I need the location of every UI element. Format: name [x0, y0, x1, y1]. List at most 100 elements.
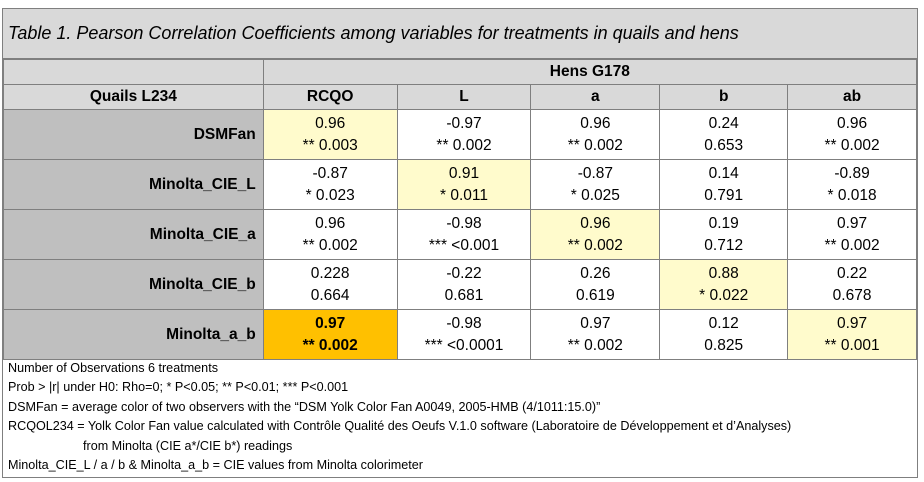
row-header: Quails L234	[3, 84, 264, 110]
coef-value: -0.87	[577, 164, 614, 182]
p-value: ** 0.002	[824, 136, 880, 154]
p-value: 0.825	[704, 336, 744, 354]
coef-value: 0.228	[310, 264, 350, 282]
table-cell: -0.87 * 0.023	[262, 159, 398, 210]
note-rcqo: RCQOL234 = Yolk Color Fan value calculat…	[8, 419, 792, 434]
table-cell: 0.97 ** 0.002	[262, 309, 398, 360]
table-cell: -0.98 *** <0.001	[396, 209, 532, 260]
col-header-ab: ab	[787, 84, 917, 110]
col-header-b: b	[659, 84, 789, 110]
coef-value: 0.96	[580, 214, 611, 232]
p-value: ** 0.002	[302, 336, 358, 354]
p-value: *** <0.0001	[424, 336, 504, 354]
coef-value: 0.96	[315, 114, 346, 132]
coef-value: -0.22	[446, 264, 482, 282]
table-cell: 0.96 ** 0.002	[530, 109, 661, 160]
table-cell: -0.98 *** <0.0001	[396, 309, 532, 360]
table-cell: 0.91 * 0.011	[396, 159, 532, 210]
p-value: 0.653	[704, 136, 744, 154]
row-label: DSMFan	[3, 109, 264, 160]
table-cell: 0.96 ** 0.003	[262, 109, 398, 160]
coef-value: 0.97	[315, 314, 346, 332]
table-cell: -0.22 0.681	[396, 259, 532, 310]
col-header-l: L	[396, 84, 532, 110]
table-notes: Number of Observations 6 treatments Prob…	[3, 359, 917, 477]
table-row: Minolta_CIE_L -0.87 * 0.023 0.91 * 0.011 -…	[3, 159, 917, 210]
coef-value: -0.87	[312, 164, 348, 182]
table-cell: 0.14 0.791	[659, 159, 789, 210]
coef-value: 0.97	[580, 314, 611, 332]
p-value: ** 0.002	[567, 136, 623, 154]
p-value: * 0.018	[827, 186, 877, 204]
coef-value: 0.91	[448, 164, 480, 182]
p-value: 0.681	[444, 286, 484, 304]
p-value: * 0.023	[305, 186, 355, 204]
table-row: Minolta_CIE_b 0.228 0.664 -0.22 0.681 0.26…	[3, 259, 917, 310]
coef-value: 0.96	[315, 214, 346, 232]
table-cell: 0.96 ** 0.002	[530, 209, 661, 260]
p-value: 0.791	[704, 186, 744, 204]
p-value: ** 0.002	[302, 236, 358, 254]
p-value: ** 0.003	[302, 136, 358, 154]
table-row: DSMFan 0.96 ** 0.003 -0.97 ** 0.002 0.96 **…	[3, 109, 917, 160]
note-dsmfan: DSMFan = average color of two observers …	[8, 399, 601, 414]
table-cell: 0.97 ** 0.002	[530, 309, 661, 360]
coef-value: -0.97	[446, 114, 482, 132]
p-value: ** 0.001	[824, 336, 880, 354]
row-label: Minolta_CIE_b	[3, 259, 264, 310]
table-cell: -0.89 * 0.018	[787, 159, 917, 210]
col-header-a: a	[530, 84, 661, 110]
table-cell: 0.26 0.619	[530, 259, 661, 310]
p-value: * 0.022	[699, 286, 749, 304]
coef-value: 0.88	[708, 264, 739, 282]
coef-value: 0.96	[836, 114, 868, 132]
table-cell: 0.97 ** 0.001	[787, 309, 917, 360]
table-cell: 0.19 0.712	[659, 209, 789, 260]
coef-value: -0.89	[834, 164, 870, 182]
table-cell: 0.228 0.664	[262, 259, 398, 310]
row-label: Minolta_a_b	[3, 309, 264, 360]
p-value: 0.664	[310, 286, 350, 304]
correlation-table: Hens G178 Quails L234 RCQO L a b ab DSMF…	[3, 59, 918, 360]
header-blank	[3, 59, 264, 85]
p-value: ** 0.002	[824, 236, 880, 254]
coef-value: -0.98	[446, 314, 482, 332]
p-value: *** <0.001	[428, 236, 500, 254]
group-label: Hens G178	[262, 59, 918, 85]
coef-value: 0.24	[708, 114, 739, 132]
row-label: Minolta_CIE_L	[3, 159, 264, 210]
p-value: * 0.025	[570, 186, 620, 204]
table-row: Minolta_CIE_a 0.96 ** 0.002 -0.98 *** <0.0…	[3, 209, 917, 260]
table-cell: -0.87 * 0.025	[530, 159, 661, 210]
table-cell: 0.97 ** 0.002	[787, 209, 917, 260]
p-value: 0.712	[704, 236, 744, 254]
table-cell: 0.88 * 0.022	[659, 259, 789, 310]
coef-value: 0.19	[708, 214, 739, 232]
p-value: 0.678	[832, 286, 872, 304]
table-title: Table 1. Pearson Correlation Coefficient…	[8, 23, 739, 43]
coef-value: 0.97	[836, 314, 868, 332]
coef-value: 0.14	[708, 164, 739, 182]
p-value: * 0.011	[440, 186, 488, 204]
table-cell: 0.96 ** 0.002	[787, 109, 917, 160]
note-observations: Number of Observations 6 treatments	[8, 361, 218, 375]
note-probability: Prob > |r| under H0: Rho=0; * P<0.05; **…	[8, 380, 349, 395]
table-cell: 0.12 0.825	[659, 309, 789, 360]
table-cell: 0.24 0.653	[659, 109, 789, 160]
coef-value: 0.22	[836, 264, 868, 282]
note-rcqo-continued: from Minolta (CIE a*/CIE b*) readings	[83, 438, 293, 453]
p-value: ** 0.002	[567, 336, 623, 354]
row-label: Minolta_CIE_a	[3, 209, 264, 260]
col-header-rcqo: RCQO	[262, 84, 398, 110]
table-cell: 0.96 ** 0.002	[262, 209, 398, 260]
coef-value: 0.26	[580, 264, 611, 282]
coef-value: 0.12	[708, 314, 739, 332]
p-value: ** 0.002	[567, 236, 623, 254]
p-value: ** 0.002	[436, 136, 492, 154]
p-value: 0.619	[575, 286, 615, 304]
table-row: Minolta_a_b 0.97 ** 0.002 -0.98 *** <0.000…	[3, 309, 917, 360]
note-minolta: Minolta_CIE_L / a / b & Minolta_a_b = CI…	[8, 458, 423, 473]
coef-value: -0.98	[446, 214, 482, 232]
table-cell: -0.97 ** 0.002	[396, 109, 532, 160]
table-cell: 0.22 0.678	[787, 259, 917, 310]
